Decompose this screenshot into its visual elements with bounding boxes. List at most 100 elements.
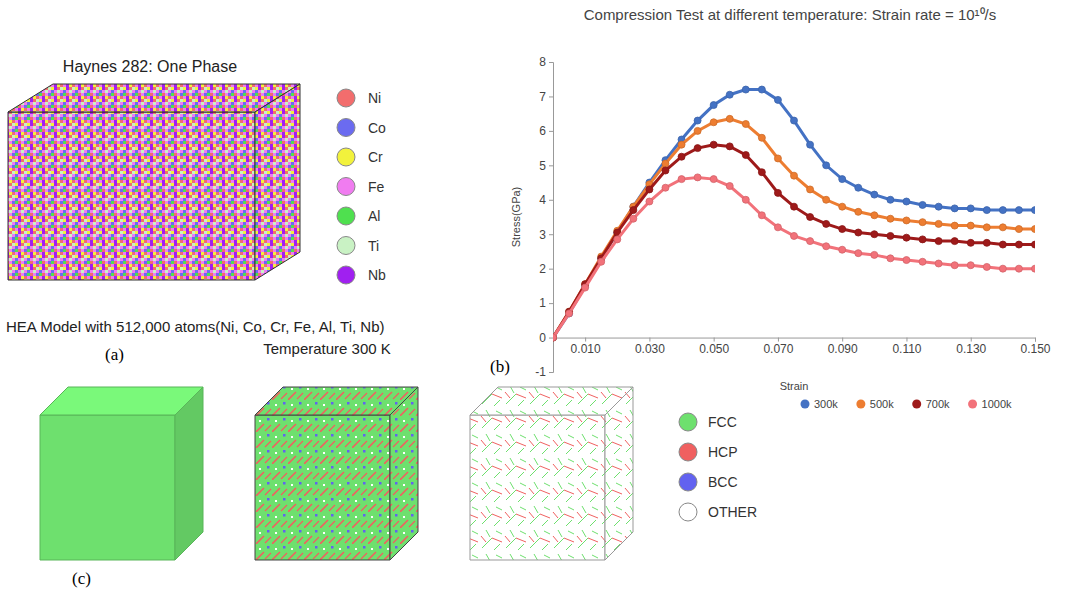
x-axis: 0.0100.0300.0500.0700.0900.1100.1300.150 [554, 338, 1051, 357]
series-marker [553, 334, 557, 341]
series-marker [1032, 226, 1036, 233]
y-tick: 4 [539, 193, 553, 207]
series-marker [774, 96, 781, 103]
series-marker [855, 208, 862, 215]
panel-c: Temperature 300 KFCCHCPBCCOTHER(c) [40, 340, 757, 588]
series-marker [630, 207, 637, 214]
series-marker [553, 334, 557, 341]
series-marker [694, 145, 701, 152]
series-marker [871, 212, 878, 219]
series-marker [919, 258, 926, 265]
plot-area [553, 86, 1035, 341]
series-marker [758, 169, 765, 176]
series-marker [999, 265, 1006, 272]
series-marker [951, 238, 958, 245]
x-tick: 0.090 [828, 338, 858, 357]
x-axis-title: Strain [780, 380, 809, 392]
series-marker [951, 222, 958, 229]
legend-swatch [679, 503, 697, 521]
y-tick: 6 [539, 124, 553, 138]
caption: HEA Model with 512,000 atoms(Ni, Co, Cr,… [6, 318, 384, 335]
series-marker [742, 196, 749, 203]
series-marker [983, 239, 990, 246]
series-marker [678, 176, 685, 183]
series-marker [678, 153, 685, 160]
series-marker [887, 232, 894, 239]
series-marker [871, 231, 878, 238]
series-marker [967, 239, 974, 246]
series-marker [694, 117, 701, 124]
box-side [390, 387, 418, 560]
y-tick: 2 [539, 262, 553, 276]
series-marker [758, 86, 765, 93]
legend-swatch [679, 413, 697, 431]
panel-label: (b) [490, 357, 510, 376]
series-marker [999, 207, 1006, 214]
series-marker [839, 176, 846, 183]
x-axis-line [554, 338, 1036, 342]
legend-label: FCC [708, 414, 737, 430]
series-marker [871, 251, 878, 258]
series-marker [807, 141, 814, 148]
legend-label: Cr [368, 149, 383, 165]
panel-title: Temperature 300 K [263, 340, 391, 357]
series-line [553, 90, 1035, 338]
panel-label: (a) [105, 345, 124, 364]
legend-label: Nb [368, 267, 386, 283]
legend-swatch [679, 443, 697, 461]
legend-swatch [337, 178, 355, 196]
series-marker [839, 246, 846, 253]
legend-label: Fe [368, 179, 385, 195]
y-tick-label: 2 [539, 262, 546, 276]
x-tick-mark [842, 338, 843, 342]
series-marker [614, 236, 621, 243]
legend-swatch [337, 89, 355, 107]
y-tick-label: 5 [539, 159, 546, 173]
series-marker [999, 224, 1006, 231]
legend-swatch [337, 148, 355, 166]
series-marker [742, 86, 749, 93]
y-tick-label: 3 [539, 228, 546, 242]
series-marker [983, 224, 990, 231]
series-marker [791, 172, 798, 179]
x-tick-label: 0.050 [699, 342, 729, 356]
panel-label: (c) [72, 569, 91, 588]
box-front [255, 415, 390, 560]
legend-label: OTHER [708, 504, 757, 520]
y-tick-mark [549, 165, 553, 166]
series-marker [999, 241, 1006, 248]
series-marker [823, 243, 830, 250]
y-tick-mark [549, 62, 553, 63]
legend-label: Ti [368, 238, 379, 254]
box-top [8, 84, 300, 112]
series [553, 141, 1035, 341]
y-tick: 8 [539, 55, 553, 69]
series-marker [887, 196, 894, 203]
y-tick-mark [549, 372, 553, 373]
series-marker [710, 141, 717, 148]
box-front [8, 112, 255, 280]
series-marker [903, 234, 910, 241]
series-marker [919, 236, 926, 243]
x-tick-mark [714, 338, 715, 342]
chart-title: Compression Test at different temperatur… [584, 6, 997, 23]
series-marker [662, 160, 669, 167]
y-tick-mark [549, 303, 553, 304]
x-tick: 0.150 [1020, 338, 1050, 357]
series-marker [742, 121, 749, 128]
x-tick: 0.070 [763, 338, 793, 357]
y-tick: -1 [535, 365, 553, 379]
y-tick-label: -1 [535, 365, 546, 379]
x-tick-mark [649, 338, 650, 342]
network-box [470, 387, 633, 560]
legend-label: 500k [870, 398, 894, 410]
series-marker [726, 115, 733, 122]
series-marker [807, 214, 814, 221]
series-marker [1015, 207, 1022, 214]
series-marker [1015, 265, 1022, 272]
x-tick-mark [778, 338, 779, 342]
series [553, 115, 1035, 341]
series-marker [823, 220, 830, 227]
legend-label: Co [368, 120, 386, 136]
series-marker [935, 238, 942, 245]
